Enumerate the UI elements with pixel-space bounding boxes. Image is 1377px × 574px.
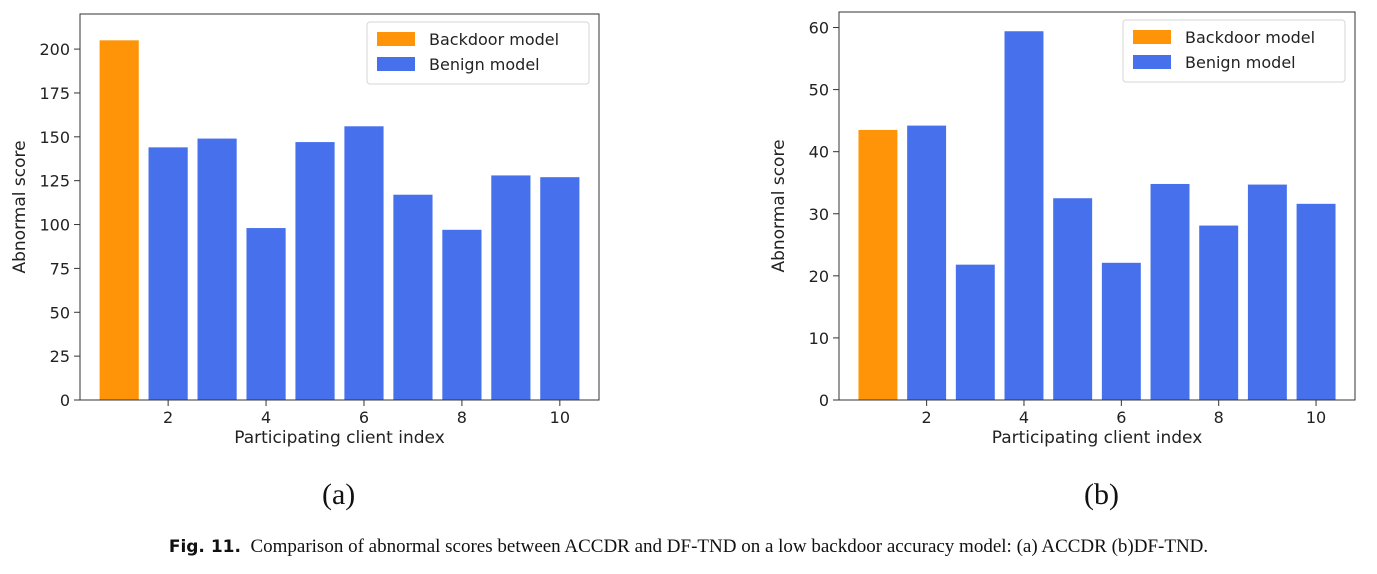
bar-benign-client-2 — [907, 125, 947, 401]
x-tick-label: 8 — [457, 408, 467, 427]
y-tick-label: 25 — [50, 347, 70, 366]
bar-benign-client-6 — [1101, 262, 1141, 400]
y-tick-label: 50 — [809, 81, 829, 100]
x-tick-label: 10 — [550, 408, 570, 427]
legend: Backdoor model Benign model — [1122, 19, 1346, 83]
legend-swatch-backdoor — [1133, 30, 1171, 44]
bar-benign-client-4 — [1004, 31, 1044, 400]
figure-caption: Fig. 11. Comparison of abnormal scores b… — [0, 536, 1377, 558]
legend-box — [1122, 19, 1346, 83]
y-tick-label: 175 — [39, 84, 70, 103]
bar-benign-client-6 — [344, 126, 384, 401]
y-tick-label: 75 — [50, 259, 70, 278]
y-tick-label: 0 — [60, 391, 70, 410]
x-tick-label: 6 — [1116, 408, 1126, 427]
plot-frame — [838, 11, 1356, 401]
legend-label-backdoor: Backdoor model — [429, 30, 559, 49]
bar-benign-client-7 — [393, 194, 433, 400]
bar-benign-client-8 — [1199, 225, 1239, 400]
bar-benign-client-2 — [148, 147, 188, 400]
bar-backdoor-client-1 — [858, 129, 898, 400]
y-axis-label: Abnormal score — [10, 140, 30, 273]
legend-label-benign: Benign model — [1185, 53, 1296, 72]
y-tick-label: 10 — [809, 329, 829, 348]
y-tick-label: 200 — [39, 40, 70, 59]
bar-benign-client-3 — [197, 138, 237, 400]
y-tick-label: 100 — [39, 216, 70, 235]
chart-b: 0 10 20 30 40 50 60 2 4 6 8 10 Participating client … — [769, 11, 1356, 448]
y-tick-label: 125 — [39, 172, 70, 191]
bar-benign-client-9 — [491, 175, 531, 400]
y-axis-label: Abnormal score — [769, 139, 789, 272]
legend-swatch-benign — [377, 57, 415, 71]
y-tick-label: 20 — [809, 267, 829, 286]
x-tick-label: 6 — [359, 408, 369, 427]
x-tick-label: 8 — [1214, 408, 1224, 427]
bar-benign-client-10 — [1296, 203, 1336, 400]
x-axis-label: Participating client index — [234, 428, 445, 448]
y-tick-label: 30 — [809, 205, 829, 224]
plot-frame — [79, 13, 600, 401]
bar-benign-client-9 — [1247, 184, 1287, 400]
legend-swatch-benign — [1133, 55, 1171, 69]
y-tick-label: 0 — [819, 391, 829, 410]
bar-benign-client-5 — [1053, 198, 1093, 400]
chart-a: 0 25 50 75 100 125 150 175 200 2 4 6 8 10 Participatin… — [10, 13, 600, 448]
legend-swatch-backdoor — [377, 32, 415, 46]
bar-backdoor-client-1 — [99, 40, 139, 401]
x-tick-label: 10 — [1306, 408, 1326, 427]
y-tick-label: 40 — [809, 143, 829, 162]
bar-benign-client-7 — [1150, 183, 1190, 400]
x-tick-label: 2 — [922, 408, 932, 427]
bar-benign-client-10 — [540, 177, 580, 400]
y-tick-label: 150 — [39, 128, 70, 147]
x-axis-label: Participating client index — [992, 428, 1203, 448]
caption-text: Comparison of abnormal scores between AC… — [250, 536, 1209, 557]
x-tick-label: 4 — [1019, 408, 1029, 427]
bar-benign-client-8 — [442, 229, 482, 400]
legend: Backdoor model Benign model — [366, 21, 590, 85]
bar-benign-client-4 — [246, 228, 286, 400]
bar-benign-client-3 — [955, 264, 995, 400]
y-tick-label: 60 — [809, 19, 829, 38]
x-tick-label: 4 — [261, 408, 271, 427]
caption-prefix: Fig. 11. — [168, 537, 241, 557]
legend-box — [366, 21, 590, 85]
legend-label-benign: Benign model — [429, 55, 540, 74]
x-tick-label: 2 — [163, 408, 173, 427]
legend-label-backdoor: Backdoor model — [1185, 28, 1315, 47]
panel-label-a: (a) — [322, 478, 356, 511]
bar-benign-client-5 — [295, 142, 335, 400]
y-tick-label: 50 — [50, 303, 70, 322]
panel-label-b: (b) — [1084, 478, 1119, 511]
